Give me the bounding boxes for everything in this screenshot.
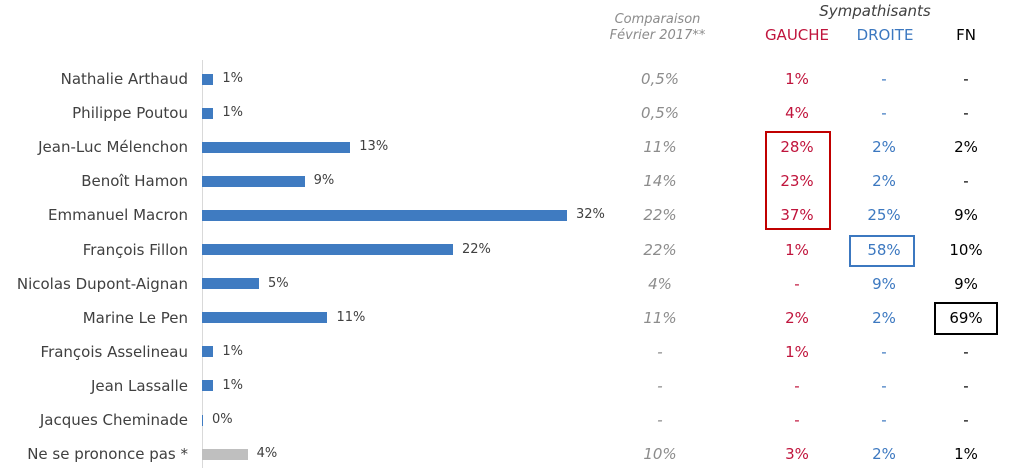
droite-header: DROITE (856, 26, 914, 44)
candidate-label: Ne se prononce pas * (27, 445, 188, 464)
bar-value-label: 13% (359, 139, 389, 155)
bar-value-label: 1% (222, 71, 244, 86)
bar-value-label: 9% (313, 173, 335, 189)
fn-value: 69% (949, 308, 983, 327)
droite-value: - (881, 70, 887, 88)
candidate-label: Nicolas Dupont-Aignan (16, 274, 188, 293)
gauche-value: 1% (785, 70, 809, 88)
fn-value: - (963, 70, 969, 88)
droite-value: - (881, 376, 887, 395)
candidate-label: Jacques Cheminade (39, 411, 188, 429)
droite-value: 9% (872, 274, 896, 293)
candidate-label: Nathalie Arthaud (60, 70, 188, 88)
comparison-value: - (657, 411, 663, 429)
droite-value: 2% (872, 172, 896, 191)
vote-bar (202, 448, 248, 460)
bar-value-label: 32% (576, 207, 605, 223)
comparison-header-line1: Comparaison (614, 12, 701, 27)
bar-value-label: 5% (268, 275, 289, 291)
fn-value: - (963, 342, 969, 361)
highlight-box-droite (849, 235, 915, 267)
bar-axis-line (202, 60, 203, 468)
fn-value: - (963, 411, 969, 429)
comparison-header: Comparaison Février 2017** (600, 12, 715, 44)
bar-value-label: 1% (222, 377, 244, 393)
droite-value: 25% (867, 206, 901, 225)
gauche-value: - (794, 274, 800, 293)
bar-value-label: 11% (336, 309, 366, 325)
vote-bar (202, 414, 203, 426)
bar-value-label: 1% (222, 105, 244, 121)
vote-bar (202, 380, 214, 392)
vote-bar (202, 312, 328, 324)
vote-bar (202, 278, 260, 290)
vote-bar (202, 346, 214, 358)
gauche-value: 37% (780, 206, 814, 225)
fn-value: 9% (954, 274, 978, 293)
fn-value: 2% (954, 138, 978, 157)
droite-value: 2% (872, 308, 896, 327)
comparison-value: 10% (643, 445, 677, 464)
fn-value: - (963, 376, 969, 395)
comparison-value: 4% (648, 274, 672, 293)
vote-bar (202, 107, 214, 119)
comparison-value: 0,5% (640, 104, 680, 123)
gauche-value: 1% (785, 342, 809, 361)
comparison-value: 14% (643, 172, 677, 191)
droite-value: - (881, 342, 887, 361)
gauche-value: - (794, 376, 800, 395)
fn-header: FN (956, 26, 976, 44)
vote-bar (202, 175, 305, 187)
comparison-value: - (657, 376, 663, 395)
droite-value: 2% (872, 445, 896, 464)
vote-bar (202, 209, 567, 221)
droite-value: 2% (872, 138, 896, 157)
droite-value: - (881, 104, 887, 123)
sympathisants-header: Sympathisants (819, 2, 931, 20)
comparison-value: 22% (643, 206, 677, 225)
candidate-label: Philippe Poutou (72, 104, 188, 123)
gauche-value: 2% (785, 308, 809, 327)
bar-value-label: 4% (256, 446, 278, 462)
gauche-value: 28% (780, 138, 814, 157)
gauche-value: 23% (780, 172, 814, 191)
gauche-header: GAUCHE (764, 26, 830, 44)
droite-value: 58% (867, 240, 901, 259)
fn-value: 9% (954, 206, 978, 225)
gauche-value: 4% (785, 104, 809, 123)
droite-value: - (881, 411, 887, 429)
bar-value-label: 1% (222, 343, 244, 359)
comparison-value: 11% (643, 138, 677, 157)
comparison-value: 0,5% (640, 70, 680, 88)
candidate-label: Jean Lassalle (90, 376, 188, 395)
candidate-label: Emmanuel Macron (48, 206, 188, 225)
comparison-value: - (657, 342, 663, 361)
candidate-label: Benoît Hamon (81, 172, 188, 191)
bar-value-label: 0% (212, 412, 233, 427)
gauche-value: 1% (785, 240, 809, 259)
fn-value: - (963, 172, 969, 191)
comparison-value: 22% (643, 240, 677, 259)
gauche-value: - (794, 411, 800, 429)
candidate-label: Jean-Luc Mélenchon (38, 138, 188, 157)
highlight-box-gauche (765, 131, 831, 230)
fn-value: 10% (949, 240, 983, 259)
vote-bar (202, 141, 351, 153)
comparison-header-line2: Février 2017** (609, 28, 706, 43)
vote-bar (202, 244, 453, 255)
candidate-label: François Asselineau (40, 342, 188, 361)
comparison-value: 11% (643, 308, 677, 327)
candidate-label: François Fillon (82, 240, 188, 259)
fn-value: 1% (954, 445, 978, 464)
fn-value: - (963, 104, 969, 123)
candidate-label: Marine Le Pen (82, 308, 188, 327)
bar-value-label: 22% (461, 241, 491, 257)
gauche-value: 3% (785, 445, 809, 464)
vote-bar (202, 73, 214, 85)
highlight-box-fn (934, 302, 998, 335)
